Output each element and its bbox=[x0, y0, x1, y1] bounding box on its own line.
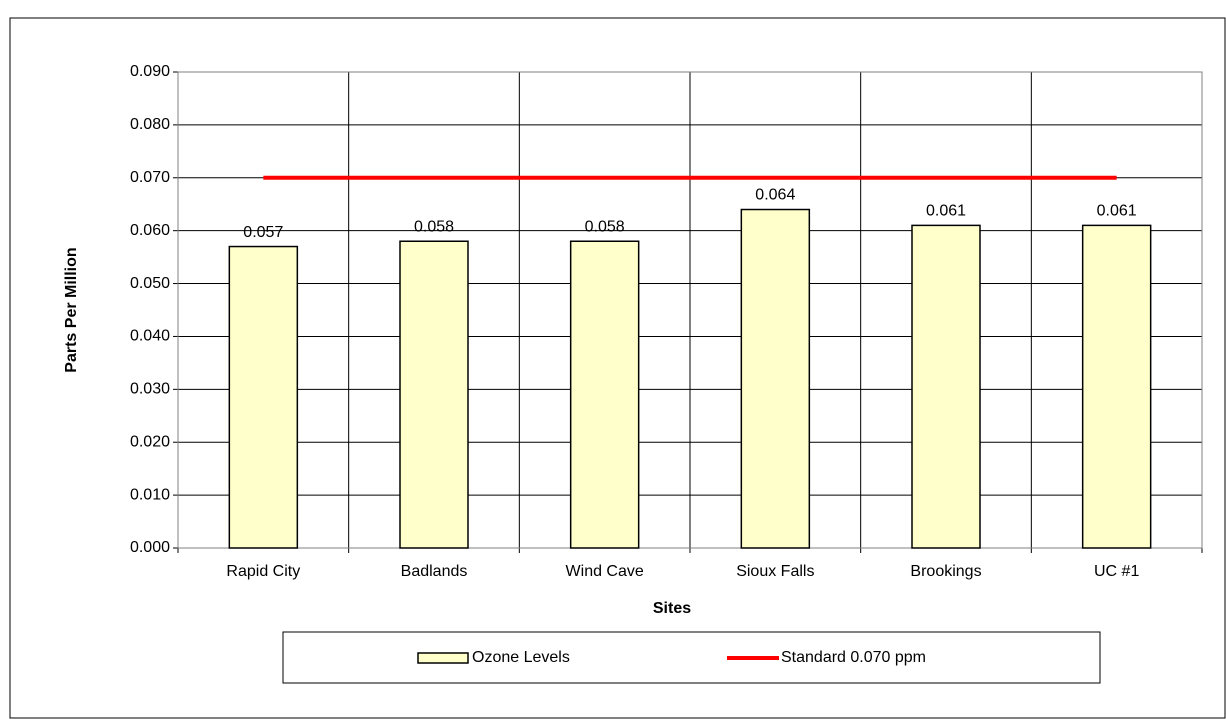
x-axis-label: Sites bbox=[653, 600, 691, 617]
legend-label: Ozone Levels bbox=[472, 649, 570, 666]
y-tick-label: 0.020 bbox=[130, 433, 170, 450]
x-tick-label: Badlands bbox=[401, 563, 468, 580]
y-tick-label: 0.060 bbox=[130, 222, 170, 239]
bar bbox=[911, 224, 981, 549]
y-tick-label: 0.050 bbox=[130, 275, 170, 292]
y-tick-label: 0.000 bbox=[130, 539, 170, 556]
y-tick-label: 0.070 bbox=[130, 169, 170, 186]
y-tick-label: 0.030 bbox=[130, 381, 170, 398]
x-tick-label: UC #1 bbox=[1094, 563, 1139, 580]
bar bbox=[399, 240, 469, 549]
data-label: 0.061 bbox=[926, 203, 966, 220]
legend-swatch bbox=[417, 652, 469, 664]
bar bbox=[1081, 224, 1152, 549]
legend-box bbox=[282, 631, 1101, 684]
data-label: 0.057 bbox=[243, 224, 283, 241]
y-tick-label: 0.040 bbox=[130, 328, 170, 345]
data-label: 0.061 bbox=[1097, 203, 1137, 220]
y-tick-label: 0.080 bbox=[130, 116, 170, 133]
x-tick-label: Rapid City bbox=[226, 563, 300, 580]
x-tick-label: Sioux Falls bbox=[736, 563, 814, 580]
x-tick-label: Brookings bbox=[910, 563, 981, 580]
y-axis-label: Parts Per Million bbox=[63, 247, 80, 372]
plot-border bbox=[177, 71, 1203, 549]
bar bbox=[228, 245, 299, 549]
bar bbox=[740, 208, 811, 549]
y-tick-label: 0.090 bbox=[130, 63, 170, 80]
data-label: 0.058 bbox=[414, 218, 454, 235]
data-label: 0.064 bbox=[755, 187, 795, 204]
x-tick-label: Wind Cave bbox=[566, 563, 644, 580]
data-label: 0.058 bbox=[585, 218, 625, 235]
y-tick-label: 0.010 bbox=[130, 486, 170, 503]
bar bbox=[569, 240, 640, 549]
legend-label: Standard 0.070 ppm bbox=[781, 649, 926, 666]
